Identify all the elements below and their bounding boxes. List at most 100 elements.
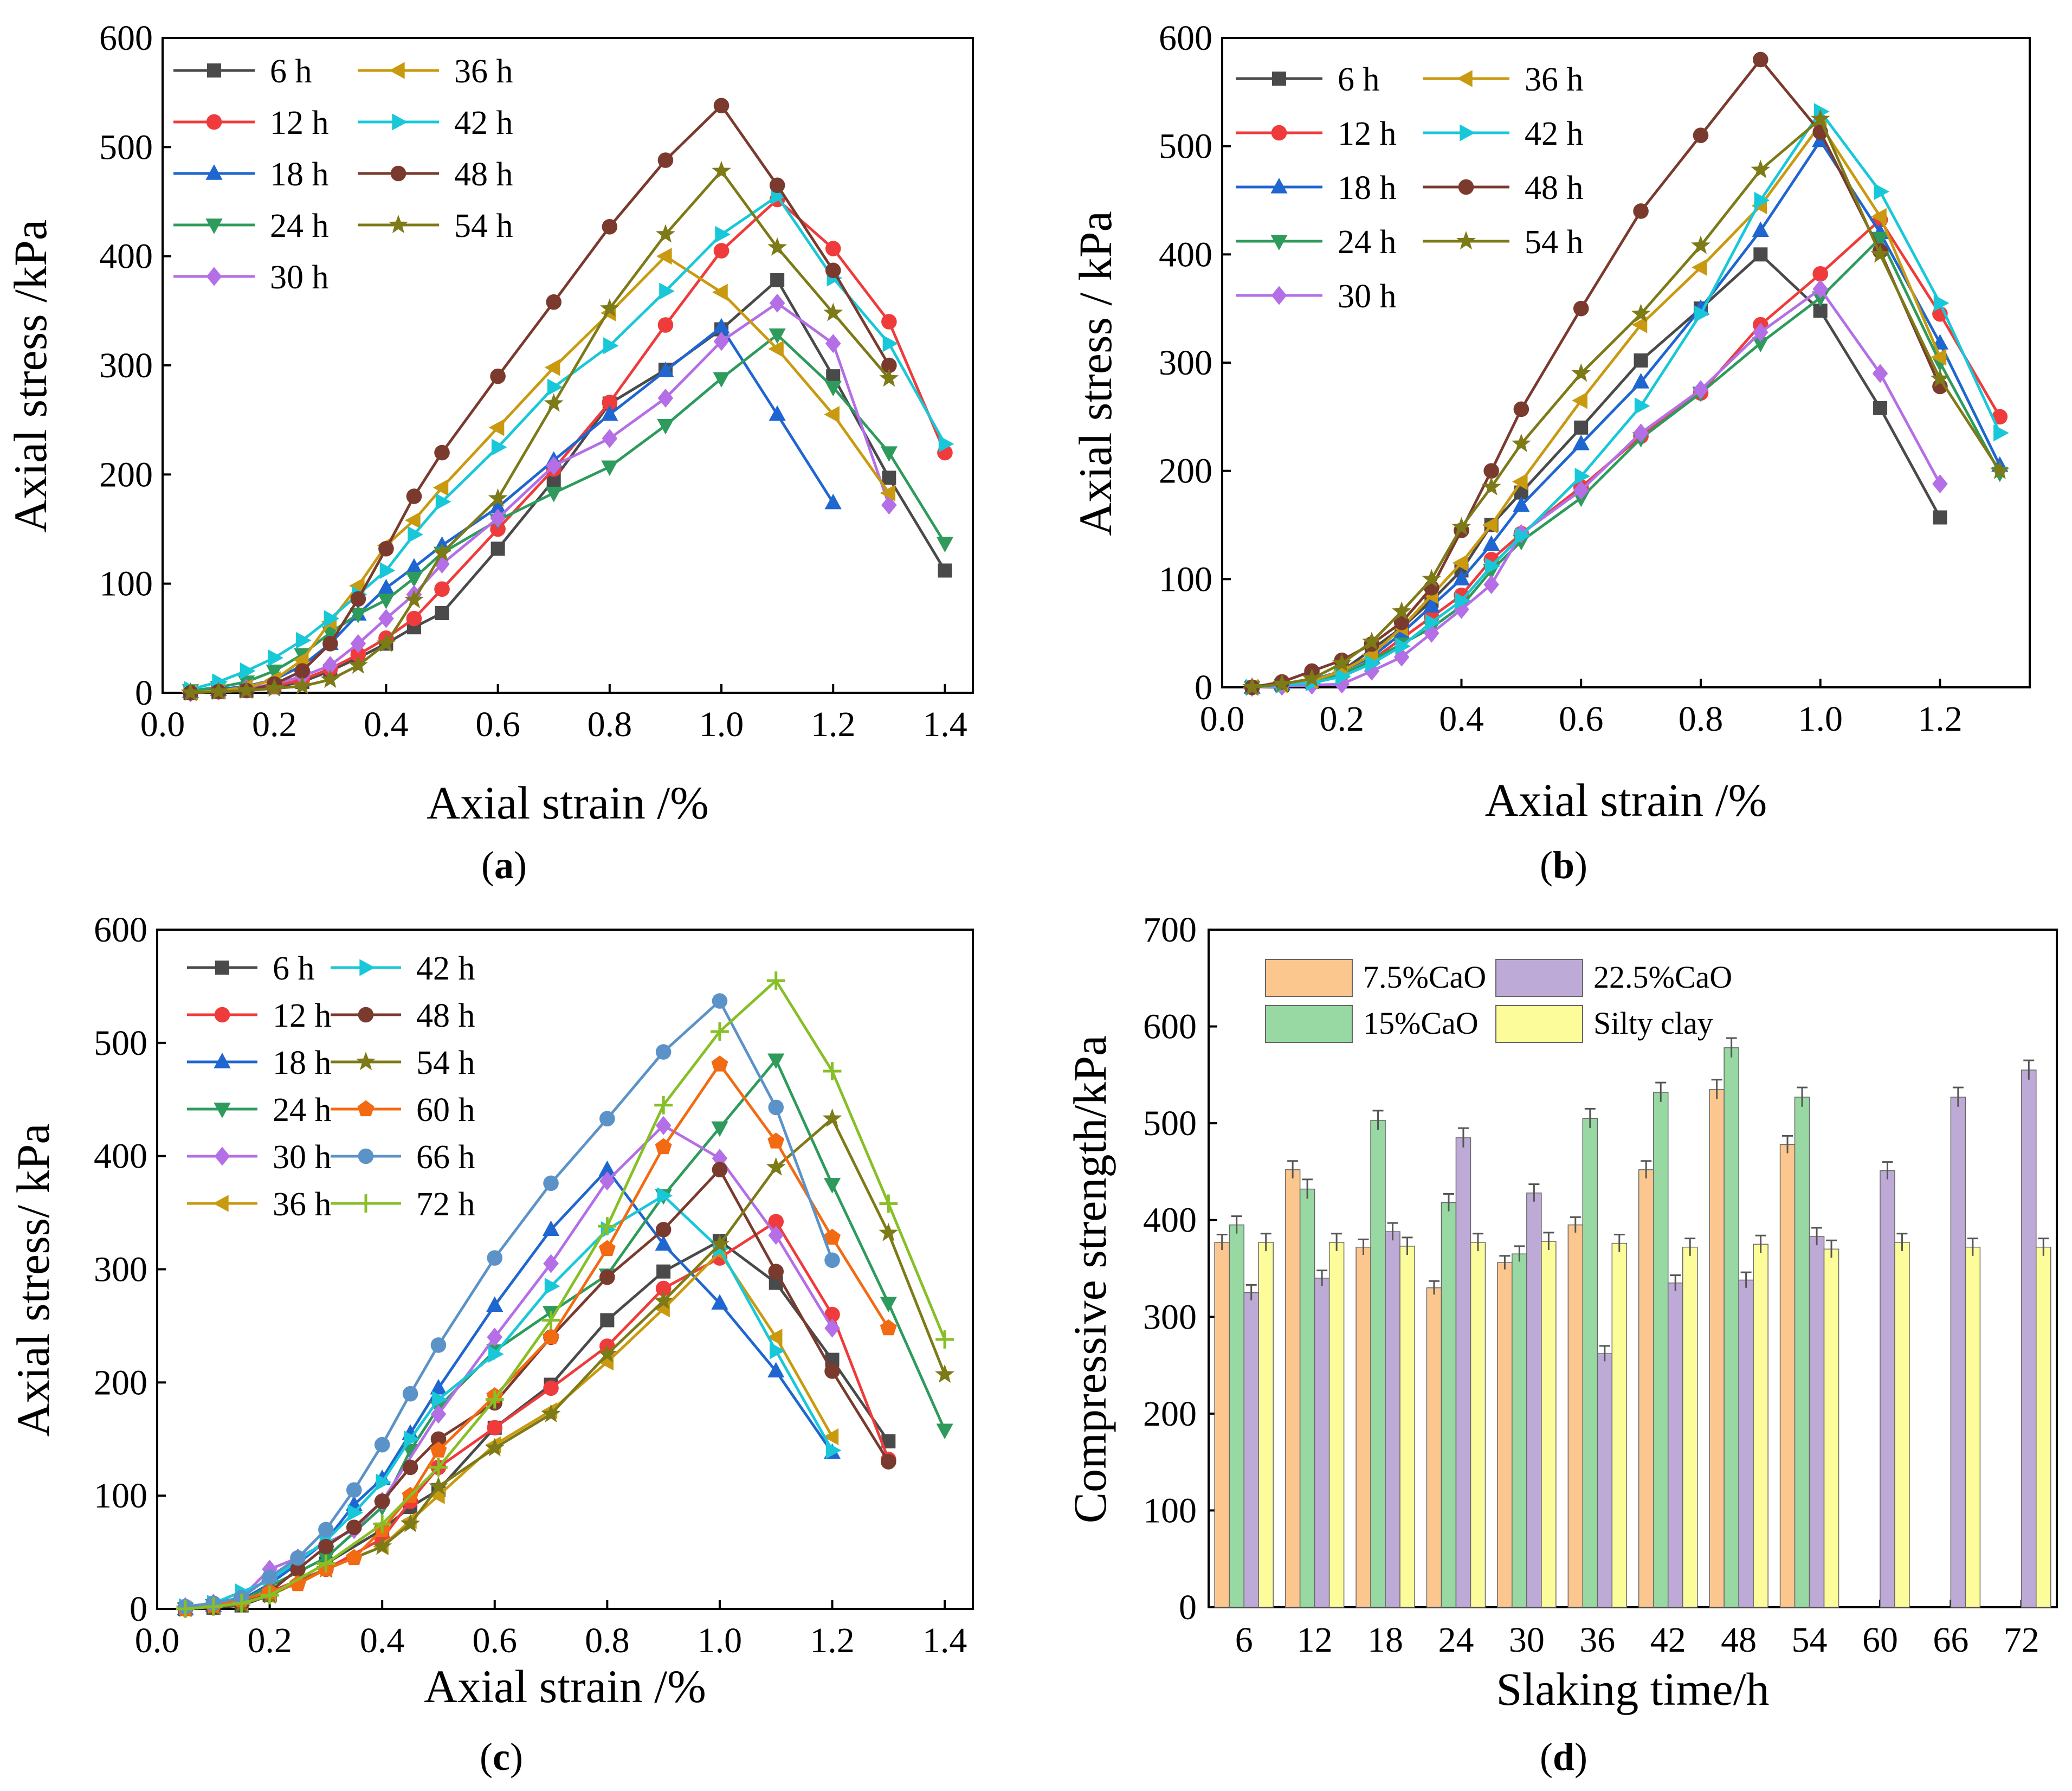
bar	[1299, 1188, 1315, 1608]
legend-item: 6 h	[1236, 61, 1380, 98]
legend-item: 18 h	[187, 1045, 332, 1081]
x-axis-label: Axial strain /%	[424, 1660, 706, 1712]
data-point	[374, 1493, 390, 1509]
series-54h	[1242, 108, 2010, 696]
data-point	[712, 284, 728, 301]
x-tick-label: 18	[1367, 1620, 1403, 1660]
data-point	[879, 368, 899, 387]
data-point	[768, 1226, 784, 1245]
y-tick-label: 200	[99, 455, 153, 494]
data-point	[879, 1222, 899, 1241]
data-point	[657, 362, 674, 377]
bar	[1541, 1241, 1557, 1608]
legend-marker	[1460, 124, 1475, 141]
data-point	[1515, 527, 1531, 545]
data-point	[176, 1600, 195, 1618]
data-point	[350, 647, 366, 662]
bar	[1823, 1248, 1839, 1608]
data-point	[825, 262, 841, 279]
legend-label: 7.5%CaO	[1363, 959, 1486, 995]
legend-label: 42 h	[416, 950, 475, 987]
data-point	[376, 1473, 392, 1491]
x-tick-label: 36	[1579, 1620, 1615, 1660]
legend-marker	[205, 218, 223, 234]
data-point	[485, 1438, 505, 1457]
data-point	[1511, 433, 1531, 452]
data-point	[879, 1194, 898, 1213]
panel-d-caption: (d)	[1540, 1735, 1587, 1779]
data-point	[432, 1391, 448, 1408]
data-point	[1513, 401, 1529, 417]
data-point	[430, 1378, 447, 1395]
data-point	[600, 1313, 615, 1328]
bar	[1794, 1097, 1810, 1608]
data-point	[823, 1428, 839, 1446]
legend-label: 24 h	[270, 208, 329, 244]
bar	[1284, 1169, 1301, 1608]
data-point	[266, 665, 283, 680]
data-point	[1753, 247, 1768, 262]
panel-c-line-chart: 0.0 0.2 0.4 0.6 0.8 1.0 1.2 1.4 0 100 200 300 400 500…	[7, 910, 974, 1712]
data-point	[1631, 316, 1648, 333]
data-point	[488, 488, 508, 507]
data-point	[544, 1278, 560, 1295]
y-tick-label: 300	[1143, 1297, 1197, 1337]
data-point	[433, 479, 449, 497]
data-point	[1574, 420, 1589, 435]
data-point	[769, 405, 786, 421]
x-tick-label: 6	[1235, 1620, 1253, 1660]
data-point	[377, 578, 395, 595]
data-point	[710, 1234, 730, 1253]
data-point	[430, 1441, 447, 1458]
data-point	[1393, 647, 1410, 667]
data-point	[770, 1342, 785, 1360]
data-point	[376, 633, 396, 652]
data-point	[1423, 623, 1440, 643]
series-line	[190, 169, 890, 694]
legend-marker	[214, 1146, 230, 1166]
legend-item: 42 h	[331, 950, 475, 987]
series-line	[185, 1124, 834, 1608]
bar	[2021, 1070, 2037, 1608]
y-tick-label: 100	[1143, 1491, 1197, 1530]
data-point	[485, 1390, 504, 1409]
data-point	[935, 1364, 955, 1383]
bar	[1526, 1192, 1542, 1608]
data-point	[1574, 468, 1591, 485]
data-point	[657, 1187, 673, 1204]
data-point	[881, 495, 897, 515]
bar-series-225CaO	[1243, 1059, 2037, 1608]
data-point	[260, 1586, 279, 1605]
legend-swatch	[1495, 1005, 1583, 1043]
data-point	[654, 1291, 674, 1310]
data-point	[657, 152, 674, 168]
data-point	[1272, 674, 1292, 693]
data-point	[656, 224, 675, 243]
y-axis-label: Compressive strength/kPa	[1064, 1035, 1116, 1524]
bar	[1779, 1144, 1796, 1608]
legend-label: 36 h	[273, 1186, 332, 1223]
data-point	[296, 632, 312, 649]
data-point	[543, 1380, 559, 1396]
data-point	[318, 1522, 334, 1538]
x-tick-label: 0.8	[1679, 699, 1724, 739]
data-point	[1632, 373, 1650, 389]
bar	[1470, 1242, 1486, 1608]
data-point	[1812, 279, 1829, 299]
data-point	[1242, 677, 1262, 696]
legend-marker	[1271, 286, 1287, 305]
bar	[1738, 1279, 1754, 1608]
legend-label: 72 h	[416, 1186, 475, 1223]
data-point	[434, 581, 450, 597]
series-line	[185, 1250, 834, 1610]
data-point	[1633, 423, 1649, 443]
data-point	[824, 1363, 840, 1379]
data-point	[655, 1222, 672, 1238]
data-point	[715, 226, 731, 243]
x-axis-label: Axial strain /%	[1485, 774, 1767, 826]
data-point	[936, 537, 954, 553]
x-tick-label: 1.0	[1798, 699, 1843, 739]
data-point	[294, 663, 311, 679]
x-tick-label: 0.6	[475, 705, 520, 744]
x-tick-label: 1.4	[922, 1621, 967, 1660]
